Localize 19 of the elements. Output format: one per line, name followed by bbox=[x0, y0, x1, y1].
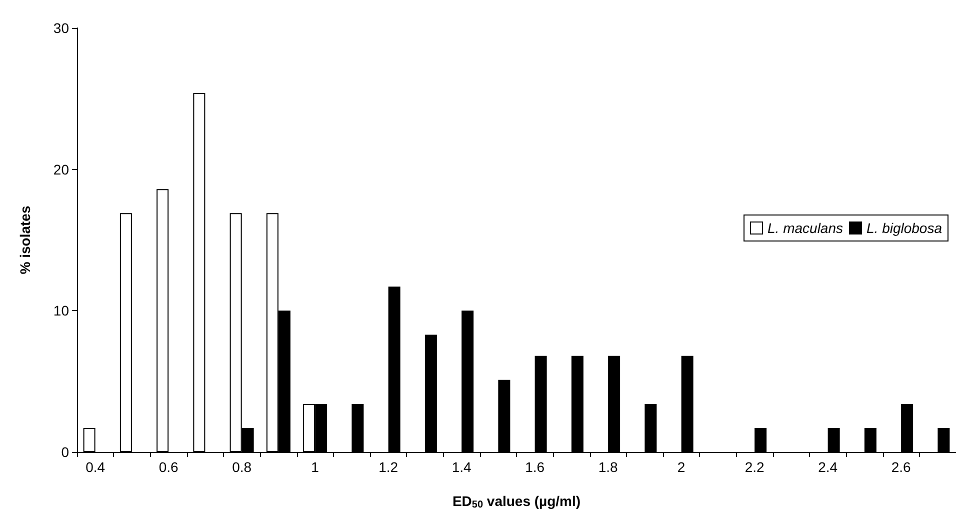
x-tick-label: 2.6 bbox=[891, 459, 912, 475]
y-tick-label: 30 bbox=[53, 20, 70, 36]
x-tick-label: 1.4 bbox=[452, 459, 472, 475]
legend-label: L. maculans bbox=[768, 220, 843, 236]
y-axis-title: % isolates bbox=[17, 206, 33, 274]
x-tick-label: 2.4 bbox=[818, 459, 838, 475]
legend-label: L. biglobosa bbox=[866, 220, 942, 236]
x-tick-label: 1 bbox=[311, 459, 320, 475]
x-tick-label: 2 bbox=[677, 459, 686, 475]
x-tick-label: 0.6 bbox=[158, 459, 179, 475]
x-tick-label: 1.8 bbox=[598, 459, 618, 475]
y-tick-label: 0 bbox=[61, 444, 70, 460]
y-tick-label: 10 bbox=[53, 302, 70, 319]
x-tick-label: 1.6 bbox=[525, 459, 545, 475]
x-tick-label: 1.2 bbox=[378, 459, 398, 475]
x-tick-label: 2.2 bbox=[744, 459, 765, 475]
x-tick-label: 0.4 bbox=[86, 459, 106, 475]
y-tick-label: 20 bbox=[53, 161, 70, 178]
x-tick-label: 0.8 bbox=[232, 459, 252, 475]
